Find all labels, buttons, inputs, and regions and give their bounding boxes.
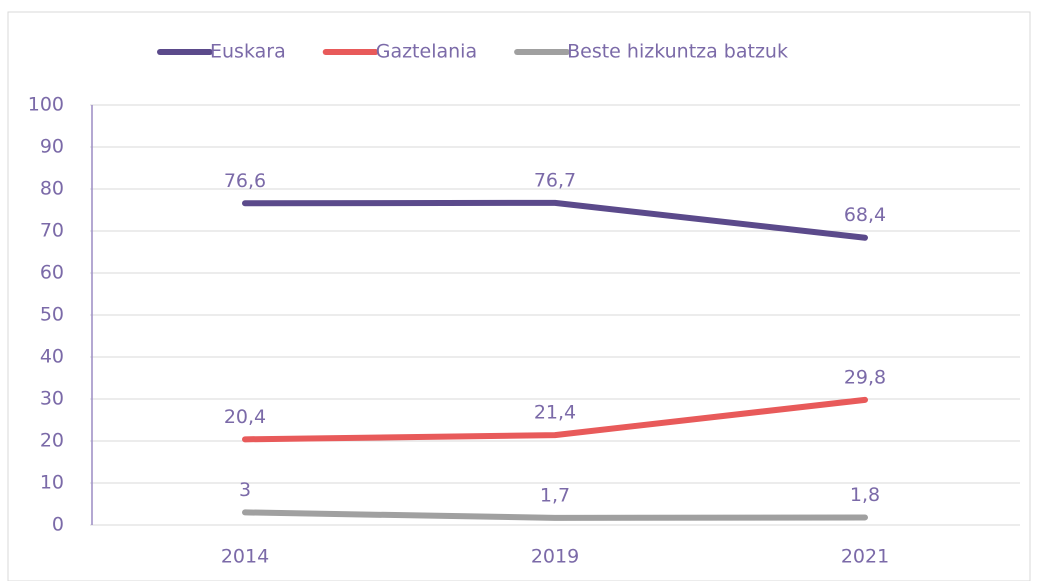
series-line [242, 396, 868, 443]
data-label: 76,7 [534, 169, 576, 191]
x-tick-label: 2019 [531, 546, 579, 568]
y-tick-label: 20 [40, 430, 64, 452]
legend-label: Gaztelania [376, 41, 477, 63]
y-tick-label: 0 [52, 514, 64, 536]
y-tick-label: 90 [40, 136, 64, 158]
y-tick-label: 80 [40, 178, 64, 200]
data-label: 68,4 [844, 204, 886, 226]
y-tick-label: 50 [40, 304, 64, 326]
x-tick-label: 2021 [841, 546, 889, 568]
y-tick-label: 70 [40, 220, 64, 242]
data-label: 20,4 [224, 406, 266, 428]
data-label: 3 [239, 479, 251, 501]
y-tick-label: 30 [40, 388, 64, 410]
data-label: 1,8 [850, 484, 880, 506]
y-tick-label: 100 [28, 94, 64, 116]
data-label: 1,7 [540, 484, 570, 506]
data-label: 76,6 [224, 170, 266, 192]
data-label: 29,8 [844, 366, 886, 388]
y-tick-label: 10 [40, 472, 64, 494]
legend-label: Euskara [210, 41, 286, 63]
series-line [242, 509, 868, 521]
y-tick-label: 40 [40, 346, 64, 368]
data-label: 21,4 [534, 402, 576, 424]
series-line [242, 199, 868, 241]
x-tick-label: 2014 [221, 546, 269, 568]
legend-label: Beste hizkuntza batzuk [567, 41, 788, 63]
y-tick-label: 60 [40, 262, 64, 284]
chart-border [7, 11, 1031, 582]
